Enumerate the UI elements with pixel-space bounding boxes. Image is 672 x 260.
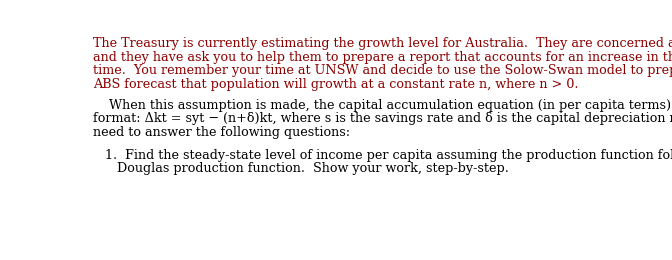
Text: format: Δkt = syt − (n+δ)kt, where s is the savings rate and δ is the capital de: format: Δkt = syt − (n+δ)kt, where s is … (93, 112, 672, 125)
Text: Douglas production function.  Show your work, step-by-step.: Douglas production function. Show your w… (93, 162, 509, 175)
Text: The Treasury is currently estimating the growth level for Australia.  They are c: The Treasury is currently estimating the… (93, 37, 672, 50)
Text: need to answer the following questions:: need to answer the following questions: (93, 126, 351, 139)
Text: When this assumption is made, the capital accumulation equation (in per capita t: When this assumption is made, the capita… (93, 99, 672, 112)
Text: time.  You remember your time at UNSW and decide to use the Solow-Swan model to : time. You remember your time at UNSW and… (93, 64, 672, 77)
Text: ABS forecast that population will growth at a constant rate n, where n > 0.: ABS forecast that population will growth… (93, 78, 579, 91)
Text: and they have ask you to help them to prepare a report that accounts for an incr: and they have ask you to help them to pr… (93, 51, 672, 64)
Text: 1.  Find the steady-state level of income per capita assuming the production fun: 1. Find the steady-state level of income… (93, 148, 672, 161)
